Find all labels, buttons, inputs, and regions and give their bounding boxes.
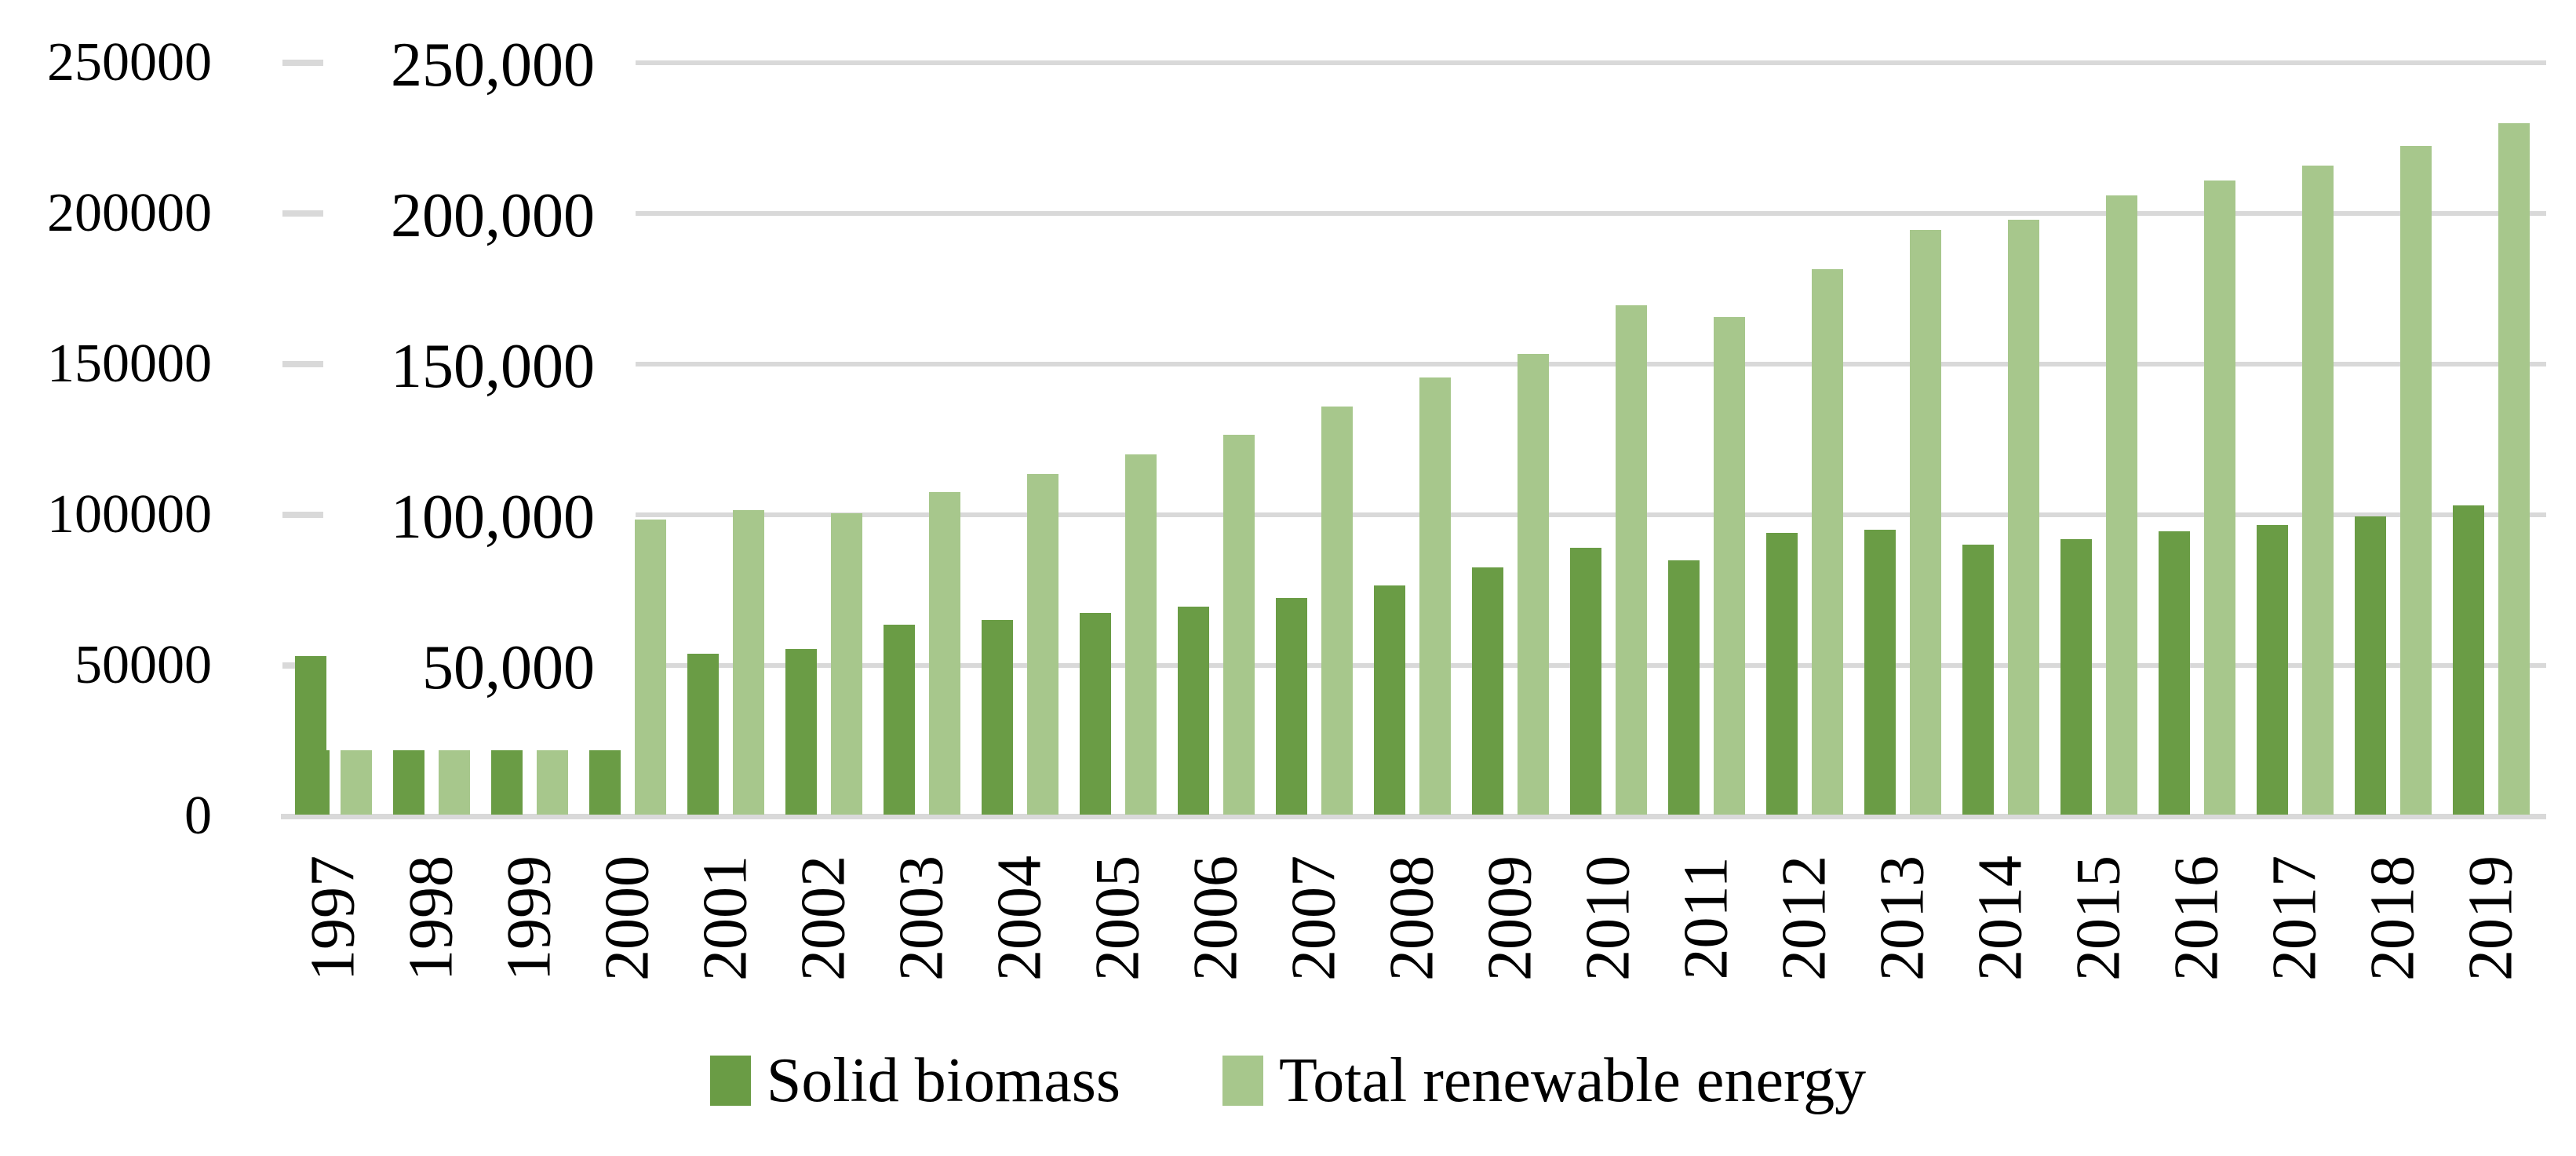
gridline-100000 xyxy=(636,512,2546,517)
x-axis-label-2007: 2007 xyxy=(1279,855,1349,981)
y-axis-tick-200000 xyxy=(282,210,323,217)
x-axis-label-2018: 2018 xyxy=(2358,855,2428,981)
bar-solid-biomass-2007 xyxy=(1276,597,1307,815)
bar-total-renewable-energy-2016 xyxy=(2204,180,2235,815)
bar-artifact-sliver-1997 xyxy=(322,749,330,815)
x-axis-label-1998: 1998 xyxy=(396,855,466,981)
gridline-250000 xyxy=(636,60,2546,65)
bar-solid-biomass-2016 xyxy=(2159,531,2190,815)
x-axis-label-2009: 2009 xyxy=(1475,855,1545,981)
legend-swatch-solid-biomass xyxy=(709,1056,751,1106)
bar-solid-biomass-2004 xyxy=(982,620,1013,815)
y-axis-inner-label-250000: 250,000 xyxy=(391,31,595,100)
bar-solid-biomass-2009 xyxy=(1472,567,1503,815)
bar-solid-biomass-2015 xyxy=(2060,538,2092,815)
bar-solid-biomass-2003 xyxy=(884,625,915,815)
bar-total-renewable-energy-2009 xyxy=(1518,353,1549,815)
x-axis-label-2001: 2001 xyxy=(690,855,760,981)
y-axis-outer-label-250000: 250000 xyxy=(47,32,212,93)
bar-total-renewable-energy-2013 xyxy=(1910,230,1941,815)
x-axis-label-2014: 2014 xyxy=(1966,855,2035,981)
legend-entry-total-renewable-energy: Total renewable energy xyxy=(1222,1045,1866,1116)
bar-total-renewable-energy-2003 xyxy=(929,492,960,815)
bar-total-renewable-energy-2004 xyxy=(1027,474,1058,815)
legend-entry-solid-biomass: Solid biomass xyxy=(709,1045,1121,1116)
bar-solid-biomass-2018 xyxy=(2355,516,2386,815)
y-axis-tick-100000 xyxy=(282,512,323,518)
y-axis-outer-label-50000: 50000 xyxy=(75,635,212,695)
y-axis-inner-label-200000: 200,000 xyxy=(391,181,595,250)
x-axis-label-1997: 1997 xyxy=(298,855,368,981)
bar-total-renewable-energy-2018 xyxy=(2400,145,2432,815)
y-axis-outer-label-150000: 150000 xyxy=(47,334,212,394)
x-axis-label-2000: 2000 xyxy=(592,855,662,981)
bar-total-renewable-energy-2014 xyxy=(2008,219,2039,815)
x-axis-label-2004: 2004 xyxy=(985,855,1055,981)
x-axis-label-2017: 2017 xyxy=(2260,855,2330,981)
bar-solid-biomass-2001 xyxy=(687,653,719,815)
bar-solid-biomass-2005 xyxy=(1080,612,1111,815)
bar-solid-biomass-1997 xyxy=(295,656,326,815)
x-axis-label-2002: 2002 xyxy=(789,855,858,981)
bar-solid-biomass-2012 xyxy=(1766,533,1798,815)
bar-solid-biomass-2006 xyxy=(1178,607,1209,815)
y-axis-tick-250000 xyxy=(282,60,323,66)
bar-total-renewable-energy-2011 xyxy=(1714,317,1745,815)
x-axis-label-1999: 1999 xyxy=(494,855,564,981)
y-axis-inner-label-100000: 100,000 xyxy=(391,483,595,552)
bar-total-renewable-energy-2006 xyxy=(1223,435,1255,815)
bar-solid-biomass-1998 xyxy=(393,749,424,815)
y-axis-tick-150000 xyxy=(282,361,323,367)
bar-total-renewable-energy-2019 xyxy=(2498,122,2530,815)
bar-total-renewable-energy-1997 xyxy=(341,749,372,815)
x-axis-label-2015: 2015 xyxy=(2064,855,2133,981)
bar-solid-biomass-2008 xyxy=(1374,585,1405,815)
legend-label-total-renewable-energy: Total renewable energy xyxy=(1279,1046,1867,1115)
bar-total-renewable-energy-2005 xyxy=(1125,454,1157,815)
legend-label-solid-biomass: Solid biomass xyxy=(766,1046,1121,1115)
bar-total-renewable-energy-1998 xyxy=(439,749,470,815)
gridline-150000 xyxy=(636,362,2546,366)
bar-total-renewable-energy-2012 xyxy=(1812,269,1843,815)
x-axis-label-2011: 2011 xyxy=(1671,856,1741,980)
bar-total-renewable-energy-2002 xyxy=(831,513,862,815)
bar-total-renewable-energy-2008 xyxy=(1419,377,1451,815)
bar-total-renewable-energy-2015 xyxy=(2106,195,2137,815)
bar-total-renewable-energy-2007 xyxy=(1321,406,1353,815)
y-axis-outer-label-200000: 200000 xyxy=(47,183,212,243)
bar-total-renewable-energy-2017 xyxy=(2302,165,2334,815)
y-axis-outer-label-0: 0 xyxy=(184,786,212,846)
x-axis-label-2008: 2008 xyxy=(1377,855,1447,981)
x-axis-label-2003: 2003 xyxy=(887,855,956,981)
x-axis-label-2012: 2012 xyxy=(1769,855,1839,981)
x-axis-label-2013: 2013 xyxy=(1867,855,1937,981)
bar-solid-biomass-2017 xyxy=(2257,525,2288,815)
bar-total-renewable-energy-2001 xyxy=(733,510,764,815)
legend: Solid biomass Total renewable energy xyxy=(0,1045,2576,1116)
y-axis-outer-label-100000: 100000 xyxy=(47,484,212,545)
gridline-200000 xyxy=(636,211,2546,216)
x-axis-baseline xyxy=(281,814,2546,819)
bar-solid-biomass-2000 xyxy=(589,749,621,815)
bar-total-renewable-energy-2010 xyxy=(1616,305,1647,815)
y-axis-inner-label-50000: 50,000 xyxy=(422,633,595,702)
bar-total-renewable-energy-2000 xyxy=(635,519,666,815)
bar-solid-biomass-1999 xyxy=(491,749,523,815)
bar-solid-biomass-2011 xyxy=(1668,560,1700,815)
legend-swatch-total-renewable-energy xyxy=(1222,1056,1264,1106)
bar-solid-biomass-2014 xyxy=(1962,545,1994,815)
bar-solid-biomass-2002 xyxy=(785,648,817,815)
bar-solid-biomass-2019 xyxy=(2453,505,2484,815)
x-axis-label-2010: 2010 xyxy=(1573,855,1643,981)
bar-total-renewable-energy-1999 xyxy=(537,749,568,815)
x-axis-label-2005: 2005 xyxy=(1083,855,1153,981)
y-axis-inner-label-150000: 150,000 xyxy=(391,332,595,401)
x-axis-label-2006: 2006 xyxy=(1181,855,1251,981)
x-axis-label-2016: 2016 xyxy=(2162,855,2232,981)
bar-solid-biomass-2013 xyxy=(1864,530,1896,815)
bar-solid-biomass-2010 xyxy=(1570,548,1601,815)
x-axis-label-2019: 2019 xyxy=(2456,855,2526,981)
